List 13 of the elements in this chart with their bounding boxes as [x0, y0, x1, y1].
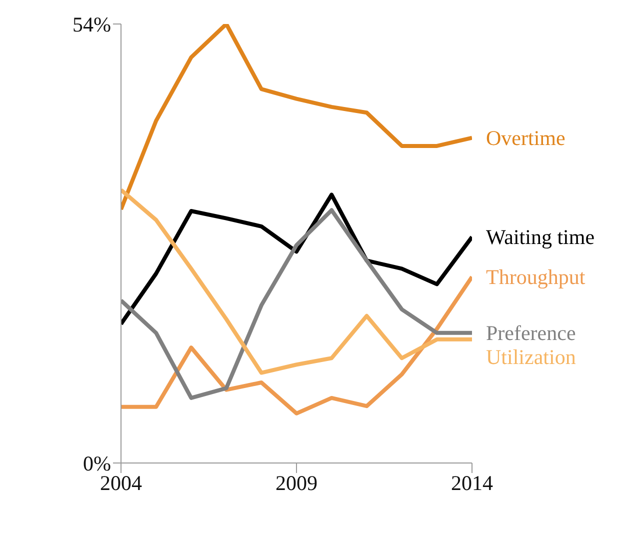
series-label: Throughput — [486, 264, 586, 289]
line-series — [121, 208, 472, 400]
y-tick-label: 54% — [72, 12, 111, 36]
series-label: Waiting time — [486, 224, 595, 249]
series-label: Preference — [486, 320, 576, 345]
series-label: Overtime — [486, 126, 566, 150]
series-label: Utilization — [486, 344, 576, 369]
line-series — [121, 274, 472, 416]
line-series — [121, 188, 472, 375]
line-series — [121, 192, 472, 326]
x-tick-label: 2009 — [276, 470, 318, 495]
x-tick-label: 2014 — [451, 470, 494, 495]
line-series — [121, 24, 472, 212]
